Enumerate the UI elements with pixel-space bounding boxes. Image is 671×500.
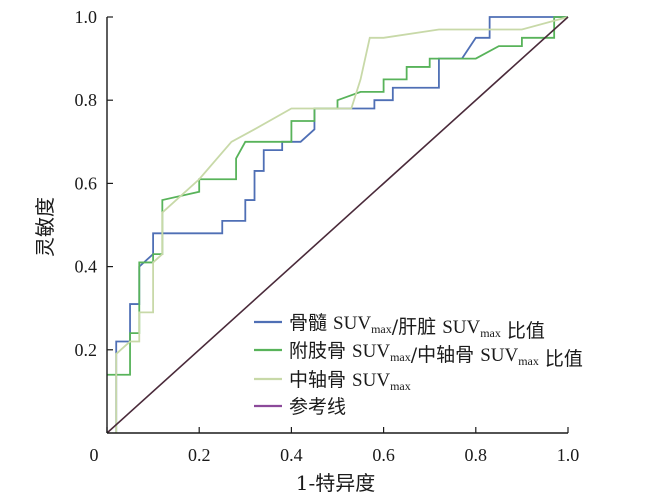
y-tick-label: 0.4 — [75, 257, 98, 277]
y-tick-label: 1.0 — [75, 7, 98, 27]
y-tick-label: 0.8 — [75, 90, 98, 110]
series-line-1 — [115, 16, 568, 433]
series-line-3 — [115, 16, 569, 433]
y-tick-label: 0.2 — [75, 340, 98, 360]
legend-label-4: 参考线 — [289, 396, 346, 418]
legend-label-3: 中轴骨 SUVmax — [289, 369, 411, 393]
series-line-4 — [106, 16, 569, 434]
ticks: 0 0.2 0.4 0.6 0.8 1.0 0.2 0.4 0.6 0.8 1.0 — [75, 7, 580, 465]
x-tick-label: 0.4 — [280, 445, 303, 465]
x-tick-label: 0 — [90, 445, 99, 465]
x-axis-title: 1-特异度 — [296, 471, 375, 495]
axes — [106, 17, 568, 434]
y-tick-label: 0.6 — [75, 173, 98, 193]
x-tick-label: 0.2 — [188, 445, 211, 465]
plot-lines — [106, 16, 569, 434]
y-axis-title: 灵敏度 — [33, 197, 57, 257]
x-tick-label: 0.8 — [465, 445, 488, 465]
series-line-2 — [107, 16, 568, 376]
legend-label-2: 附肢骨 SUVmax/中轴骨 SUVmax 比值 — [289, 340, 583, 370]
x-tick-label: 0.6 — [372, 445, 395, 465]
legend-label-1: 骨髓 SUVmax/肝脏 SUVmax 比值 — [289, 312, 545, 342]
x-tick-label: 1.0 — [557, 445, 580, 465]
